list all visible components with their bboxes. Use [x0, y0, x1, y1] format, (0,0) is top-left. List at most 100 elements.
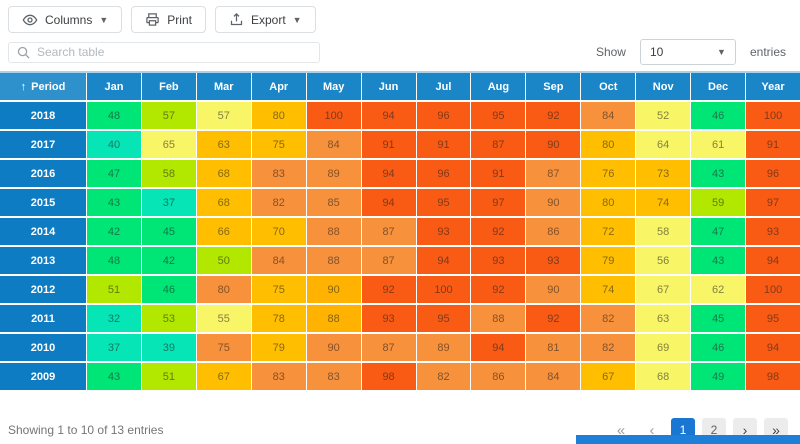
value-cell-nov: 68: [636, 363, 691, 390]
value-cell-feb: 58: [141, 160, 196, 187]
pagination-first-button[interactable]: «: [616, 421, 626, 439]
value-cell-may: 88: [306, 305, 361, 332]
table-row-2010[interactable]: 2010 37 39 75 79 90 87 89 94 81 82 69 46 94: [0, 334, 800, 361]
period-column-header[interactable]: ↑ Period: [0, 73, 86, 100]
column-header-oct[interactable]: Oct: [581, 73, 636, 100]
value-cell-jul: 96: [416, 102, 471, 129]
value-cell-jan: 48: [87, 247, 141, 274]
chevron-down-icon: ▼: [292, 14, 302, 25]
column-header-jan[interactable]: Jan: [87, 73, 141, 100]
column-header-year[interactable]: Year: [746, 73, 800, 100]
eye-icon: [22, 12, 38, 28]
value-cell-apr: 75: [251, 131, 306, 158]
print-button[interactable]: Print: [131, 6, 206, 33]
value-cell-jul: 82: [416, 363, 471, 390]
value-cell-aug: 95: [471, 102, 526, 129]
value-cell-sep: 90: [526, 131, 581, 158]
value-cell-oct: 74: [581, 276, 636, 303]
value-cell-dec: 49: [691, 363, 746, 390]
period-cell: 2018: [0, 102, 86, 129]
table-row-2009[interactable]: 2009 43 51 67 83 83 98 82 86 84 67 68 49 98: [0, 363, 800, 390]
value-cell-jun: 94: [361, 102, 416, 129]
value-cell-may: 88: [306, 247, 361, 274]
table-controls: Show 10 ▼ entries: [0, 38, 800, 71]
value-cell-dec: 61: [691, 131, 746, 158]
value-cell-mar: 57: [196, 102, 251, 129]
value-cell-may: 100: [306, 102, 361, 129]
pagination-prev-button[interactable]: ‹: [649, 421, 655, 439]
column-header-aug[interactable]: Aug: [471, 73, 526, 100]
value-cell-sep: 93: [526, 247, 581, 274]
value-cell-mar: 75: [196, 334, 251, 361]
value-cell-year: 98: [746, 363, 800, 390]
value-cell-dec: 59: [691, 189, 746, 216]
table-row-2017[interactable]: 2017 40 65 63 75 84 91 91 87 90 80 64 61 91: [0, 131, 800, 158]
value-cell-aug: 88: [471, 305, 526, 332]
value-cell-jul: 94: [416, 247, 471, 274]
table-row-2015[interactable]: 2015 43 37 68 82 85 94 95 97 90 80 74 59 97: [0, 189, 800, 216]
value-cell-sep: 86: [526, 218, 581, 245]
value-cell-aug: 86: [471, 363, 526, 390]
table-row-2012[interactable]: 2012 51 46 80 75 90 92 100 92 90 74 67 62 100: [0, 276, 800, 303]
search-input[interactable]: [8, 41, 320, 63]
value-cell-apr: 80: [251, 102, 306, 129]
column-header-may[interactable]: May: [306, 73, 361, 100]
column-header-dec[interactable]: Dec: [691, 73, 746, 100]
value-cell-sep: 90: [526, 276, 581, 303]
search-icon: [16, 45, 31, 65]
value-cell-jul: 95: [416, 305, 471, 332]
search-container: [8, 41, 320, 65]
column-header-jul[interactable]: Jul: [416, 73, 471, 100]
value-cell-mar: 63: [196, 131, 251, 158]
period-cell: 2012: [0, 276, 86, 303]
value-cell-year: 95: [746, 305, 800, 332]
value-cell-feb: 46: [141, 276, 196, 303]
column-header-feb[interactable]: Feb: [141, 73, 196, 100]
page-size-select[interactable]: 10 ▼: [639, 39, 736, 65]
table-row-2014[interactable]: 2014 42 45 66 70 88 87 93 92 86 72 58 47 93: [0, 218, 800, 245]
value-cell-sep: 81: [526, 334, 581, 361]
value-cell-dec: 47: [691, 218, 746, 245]
value-cell-may: 85: [306, 189, 361, 216]
value-cell-may: 83: [306, 363, 361, 390]
value-cell-jan: 43: [87, 363, 141, 390]
column-header-nov[interactable]: Nov: [636, 73, 691, 100]
export-button[interactable]: Export ▼: [214, 6, 316, 33]
table-row-2016[interactable]: 2016 47 58 68 83 89 94 96 91 87 76 73 43 96: [0, 160, 800, 187]
value-cell-nov: 52: [636, 102, 691, 129]
value-cell-aug: 97: [471, 189, 526, 216]
column-header-jun[interactable]: Jun: [361, 73, 416, 100]
column-header-sep[interactable]: Sep: [526, 73, 581, 100]
period-cell: 2014: [0, 218, 86, 245]
value-cell-jul: 93: [416, 218, 471, 245]
table-row-2013[interactable]: 2013 48 42 50 84 88 87 94 93 93 79 56 43 94: [0, 247, 800, 274]
entries-label: entries: [749, 45, 786, 59]
value-cell-oct: 82: [581, 305, 636, 332]
value-cell-apr: 70: [251, 218, 306, 245]
value-cell-mar: 68: [196, 160, 251, 187]
value-cell-jul: 100: [416, 276, 471, 303]
value-cell-apr: 79: [251, 334, 306, 361]
value-cell-aug: 87: [471, 131, 526, 158]
horizontal-scrollbar-thumb[interactable]: [576, 435, 800, 444]
value-cell-oct: 80: [581, 189, 636, 216]
table-status: Showing 1 to 10 of 13 entries: [8, 423, 164, 437]
print-button-label: Print: [167, 12, 192, 27]
chevron-down-icon: ▼: [717, 47, 726, 57]
value-cell-nov: 69: [636, 334, 691, 361]
table-row-2018[interactable]: 2018 48 57 57 80 100 94 96 95 92 84 52 46 100: [0, 102, 800, 129]
value-cell-feb: 65: [141, 131, 196, 158]
period-cell: 2015: [0, 189, 86, 216]
column-header-mar[interactable]: Mar: [196, 73, 251, 100]
value-cell-oct: 76: [581, 160, 636, 187]
sort-ascending-icon: ↑: [20, 80, 27, 93]
columns-button[interactable]: Columns ▼: [8, 6, 123, 33]
value-cell-sep: 92: [526, 305, 581, 332]
export-icon: [229, 12, 244, 27]
column-header-apr[interactable]: Apr: [251, 73, 306, 100]
value-cell-year: 96: [746, 160, 800, 187]
heatmap-table: ↑ Period Jan Feb Mar Apr May Jun Jul Aug Sep Oct N…: [0, 71, 800, 390]
table-row-2011[interactable]: 2011 32 53 55 78 88 93 95 88 92 82 63 45 95: [0, 305, 800, 332]
value-cell-sep: 92: [526, 102, 581, 129]
value-cell-jun: 94: [361, 189, 416, 216]
